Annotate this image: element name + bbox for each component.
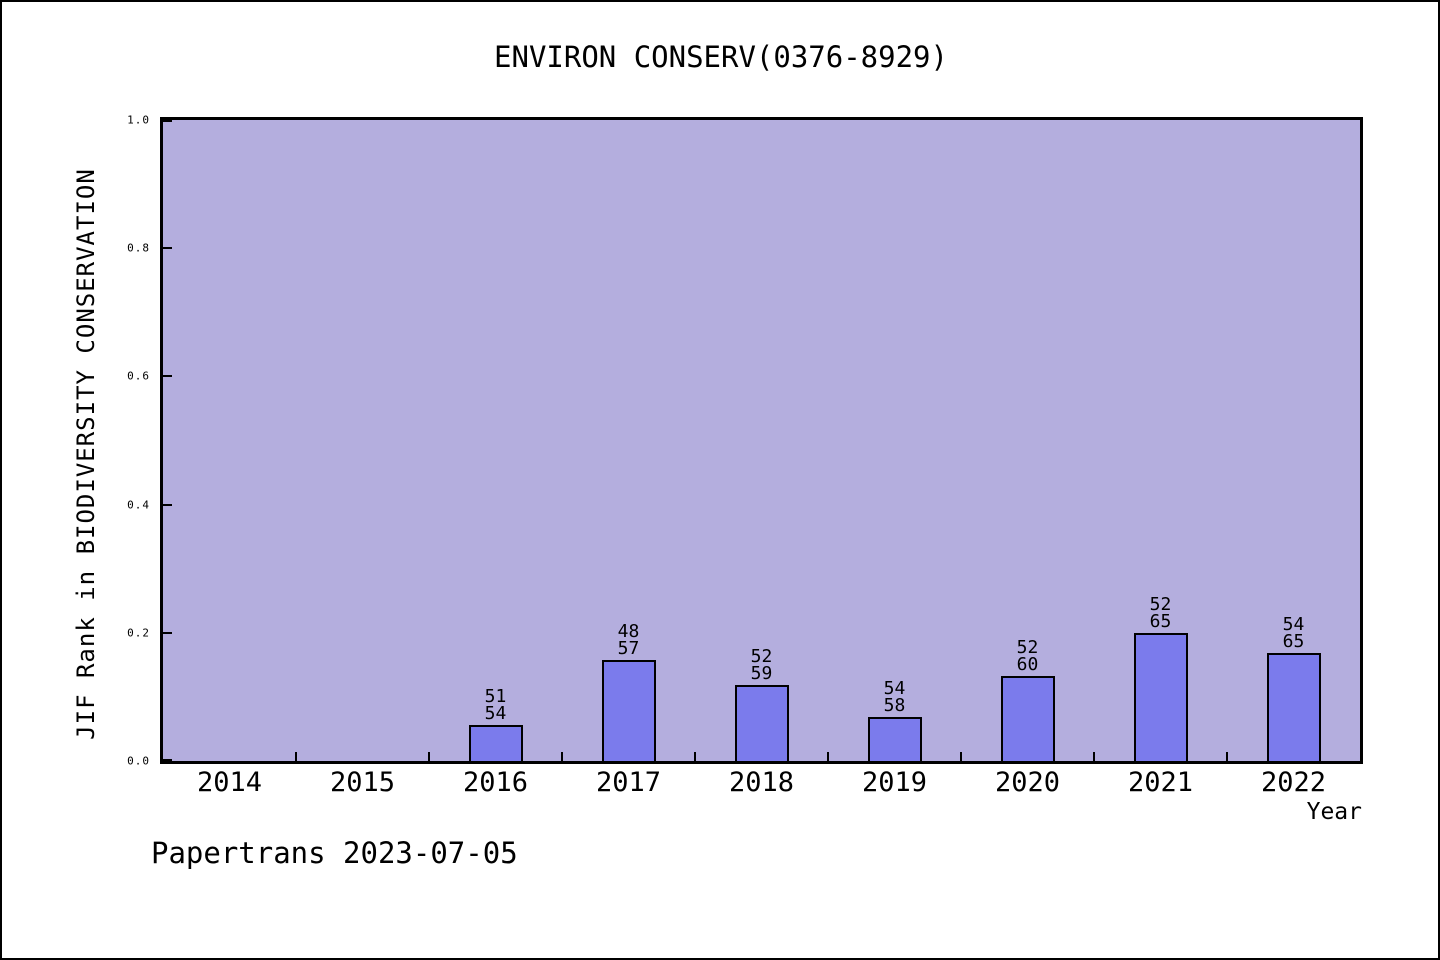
x-tick — [428, 752, 430, 761]
x-tick — [960, 752, 962, 761]
bar-2018 — [735, 685, 789, 761]
y-tick-label-0.6: 0.6 — [127, 369, 150, 383]
y-tick-label-0.2: 0.2 — [127, 626, 150, 640]
y-axis-label: JIF Rank in BIODIVERSITY CONSERVATION — [72, 168, 100, 740]
y-tick — [163, 631, 172, 634]
y-tick — [163, 503, 172, 506]
y-tick-label-0.0: 0.0 — [127, 754, 150, 768]
x-tick-label-2015: 2015 — [329, 767, 396, 798]
x-tick-label-2021: 2021 — [1127, 767, 1194, 798]
y-tick-label-0.8: 0.8 — [127, 241, 150, 255]
bar-total-value: 57 — [617, 638, 640, 659]
bar-label-2019: 54 58 — [883, 678, 906, 716]
chart-title: ENVIRON CONSERV(0376-8929) — [494, 40, 948, 74]
x-tick-label-2018: 2018 — [728, 767, 795, 798]
bar-2016 — [469, 725, 523, 761]
x-tick-label-2019: 2019 — [861, 767, 928, 798]
y-tick-label-0.4: 0.4 — [127, 498, 150, 512]
x-axis-label: Year — [1306, 799, 1362, 825]
bar-total-value: 65 — [1149, 611, 1172, 632]
y-tick — [163, 759, 172, 761]
bar-label-2016: 51 54 — [484, 686, 507, 724]
bar-total-value: 59 — [750, 663, 773, 684]
x-tick — [295, 752, 297, 761]
bar-2020 — [1001, 676, 1055, 761]
bar-2017 — [602, 660, 656, 761]
bar-label-2021: 52 65 — [1149, 594, 1172, 632]
bar-rank-value: 52 — [1149, 594, 1172, 615]
x-tick-label-2020: 2020 — [994, 767, 1061, 798]
y-tick — [163, 375, 172, 378]
bar-total-value: 60 — [1016, 654, 1039, 675]
x-tick — [561, 752, 563, 761]
x-tick-label-2014: 2014 — [196, 767, 263, 798]
bar-total-value: 58 — [883, 695, 906, 716]
bar-rank-value: 52 — [750, 646, 773, 667]
bar-rank-value: 54 — [883, 678, 906, 699]
bar-label-2020: 52 60 — [1016, 637, 1039, 675]
bar-2022 — [1267, 653, 1321, 761]
x-tick-label-2022: 2022 — [1260, 767, 1327, 798]
x-tick — [1093, 752, 1095, 761]
bar-rank-value: 52 — [1016, 637, 1039, 658]
bar-2019 — [868, 717, 922, 761]
bar-label-2022: 54 65 — [1282, 614, 1305, 652]
x-tick-label-2017: 2017 — [595, 767, 662, 798]
y-tick — [163, 120, 172, 122]
bar-rank-value: 54 — [1282, 614, 1305, 635]
x-tick — [1226, 752, 1228, 761]
bar-rank-value: 48 — [617, 621, 640, 642]
y-tick-label-1.0: 1.0 — [127, 113, 150, 127]
bar-2021 — [1134, 633, 1188, 761]
y-tick — [163, 247, 172, 250]
plot-area: 2014 2015 2016 2017 2018 2019 2020 2021 2022 0.0 0… — [127, 114, 1363, 799]
bar-rank-value: 51 — [484, 686, 507, 707]
bar-total-value: 54 — [484, 703, 507, 724]
x-tick — [694, 752, 696, 761]
bar-label-2018: 52 59 — [750, 646, 773, 684]
footer-note: Papertrans 2023-07-05 — [151, 836, 518, 870]
bar-total-value: 65 — [1282, 631, 1305, 652]
x-tick-label-2016: 2016 — [462, 767, 529, 798]
bar-label-2017: 48 57 — [617, 621, 640, 659]
plot-inner: 2014 2015 2016 2017 2018 2019 2020 2021 2022 0.0 0… — [127, 114, 1360, 799]
x-tick — [827, 752, 829, 761]
